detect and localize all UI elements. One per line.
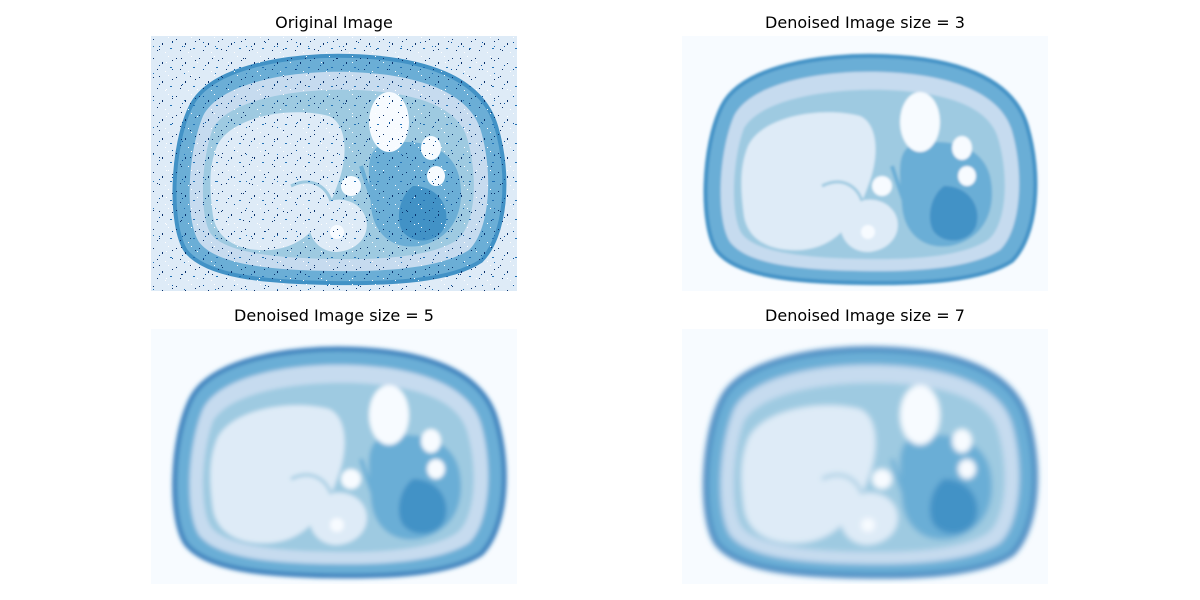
ct-image-denoised-7 xyxy=(682,329,1048,584)
body-cross-section xyxy=(703,53,1038,286)
ct-image-denoised-5 xyxy=(151,329,517,584)
panel-title: Original Image xyxy=(275,13,393,32)
panel-title: Denoised Image size = 5 xyxy=(234,306,434,325)
ct-image-denoised-3 xyxy=(682,36,1048,291)
salt-pepper-noise xyxy=(151,36,517,291)
ct-image-original xyxy=(151,36,517,291)
panel-title: Denoised Image size = 3 xyxy=(765,13,965,32)
panel-title: Denoised Image size = 7 xyxy=(765,306,965,325)
body-cross-section xyxy=(703,346,1038,579)
body-cross-section xyxy=(172,346,507,579)
